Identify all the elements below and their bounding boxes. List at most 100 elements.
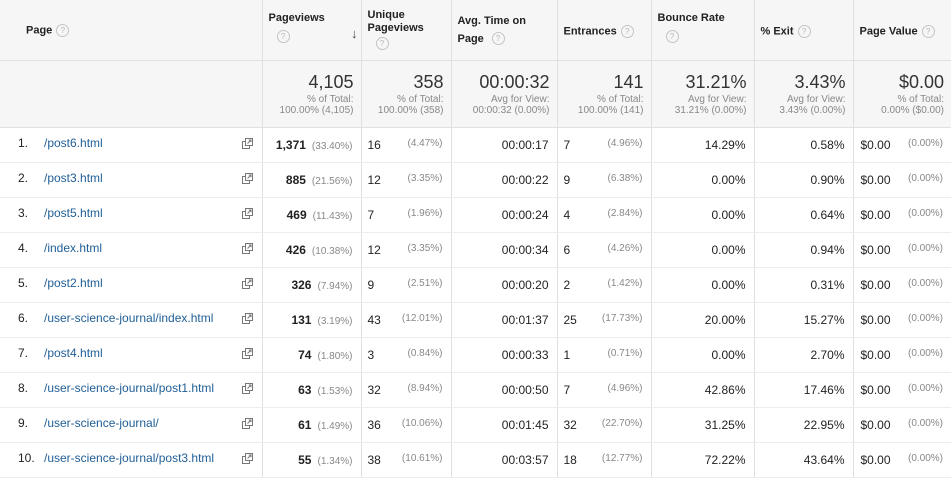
table-row: 9. /user-science-journal/ 61 (1.49%) 36 (10…	[0, 407, 951, 443]
help-icon[interactable]: ?	[620, 25, 634, 38]
entrances-cell: 4 (2.84%)	[557, 197, 652, 233]
page-cell: 9. /user-science-journal/	[0, 407, 263, 443]
page-link[interactable]: /user-science-journal/post3.html	[44, 451, 215, 465]
open-in-new-window-icon[interactable]	[241, 453, 254, 468]
entrances-value: 4	[563, 207, 571, 222]
entrances-value: 7	[563, 382, 571, 397]
page-value: $0.00	[860, 137, 891, 152]
exit-cell: 22.95%	[754, 407, 854, 443]
totals-sub-value: 3.43% (0.00%)	[779, 104, 846, 116]
totals-page-cell	[0, 60, 263, 128]
exit-cell: 0.64%	[754, 197, 854, 233]
page-link[interactable]: /user-science-journal/	[44, 416, 159, 430]
pageviews-pct: (1.34%)	[317, 455, 353, 467]
col-header-pageviews[interactable]: Pageviews ? ↓	[262, 0, 362, 61]
help-icon[interactable]: ?	[56, 24, 70, 37]
page-cell: 5. /post2.html	[0, 267, 263, 303]
page-value: $0.00	[860, 347, 891, 362]
page-link[interactable]: /post4.html	[44, 346, 103, 360]
avg-time-cell: 00:00:34	[451, 232, 558, 268]
help-icon[interactable]: ?	[921, 25, 935, 38]
page-link[interactable]: /post3.html	[44, 171, 103, 185]
page-cell: 3. /post5.html	[0, 197, 263, 233]
page-link[interactable]: /post5.html	[44, 206, 103, 220]
help-icon[interactable]: ?	[491, 32, 505, 45]
page-value-pct: (0.00%)	[907, 172, 943, 184]
help-icon[interactable]: ?	[665, 30, 679, 43]
bounce-rate-cell: 0.00%	[651, 337, 755, 373]
avg-time-cell: 00:00:33	[451, 337, 558, 373]
col-header-bounce-rate[interactable]: Bounce Rate ?	[651, 0, 755, 61]
avg-time-cell: 00:00:50	[451, 372, 558, 408]
totals-sub-value: 0.00% ($0.00)	[881, 104, 944, 116]
pageviews-pct: (10.38%)	[311, 245, 353, 257]
col-header-avg-time[interactable]: Avg. Time on Page ?	[451, 0, 558, 61]
totals-sub-label: % of Total:	[396, 93, 444, 105]
totals-value: 141	[613, 71, 644, 92]
open-in-new-window-icon[interactable]	[241, 418, 254, 433]
page-link[interactable]: /user-science-journal/index.html	[44, 311, 214, 325]
open-in-new-window-icon[interactable]	[241, 173, 254, 188]
col-header-exit[interactable]: % Exit?	[754, 0, 854, 61]
totals-page-value: $0.00 % of Total: 0.00% ($0.00)	[853, 60, 951, 128]
totals-value: $0.00	[898, 71, 944, 92]
page-link[interactable]: /user-science-journal/post1.html	[44, 381, 215, 395]
totals-value: 4,105	[308, 71, 354, 92]
open-in-new-window-icon[interactable]	[241, 243, 254, 258]
unique-pageviews-value: 9	[367, 277, 375, 292]
pageviews-cell: 1,371 (33.40%)	[262, 127, 362, 163]
unique-pageviews-cell: 3 (0.84%)	[361, 337, 452, 373]
pageviews-cell: 326 (7.94%)	[262, 267, 362, 303]
totals-sub-value: 31.21% (0.00%)	[674, 104, 747, 116]
open-in-new-window-icon[interactable]	[241, 348, 254, 363]
pageviews-value: 131	[291, 312, 312, 327]
entrances-cell: 6 (4.26%)	[557, 232, 652, 268]
unique-pageviews-cell: 32 (8.94%)	[361, 372, 452, 408]
page-link[interactable]: /post6.html	[44, 136, 103, 150]
entrances-cell: 25 (17.73%)	[557, 302, 652, 338]
exit-cell: 0.90%	[754, 162, 854, 198]
entrances-value: 1	[563, 347, 571, 362]
unique-pageviews-cell: 7 (1.96%)	[361, 197, 452, 233]
page-value: $0.00	[860, 172, 891, 187]
col-header-bounce-label: Bounce Rate	[657, 12, 725, 24]
col-header-entrances[interactable]: Entrances?	[557, 0, 652, 61]
page-value-cell: $0.00 (0.00%)	[853, 232, 951, 268]
col-header-avg-time-label: Avg. Time on Page	[457, 15, 526, 45]
unique-pageviews-value: 36	[367, 417, 381, 432]
col-header-page[interactable]: Page?	[0, 0, 263, 61]
unique-pageviews-pct: (3.35%)	[407, 172, 443, 184]
sort-descending-arrow-icon[interactable]: ↓	[351, 26, 358, 41]
page-link[interactable]: /index.html	[44, 241, 103, 255]
table-row: 3. /post5.html 469 (11.43%) 7 (1.96%) 00:00…	[0, 197, 951, 233]
totals-sub-value: 100.00% (141)	[577, 104, 644, 116]
open-in-new-window-icon[interactable]	[241, 208, 254, 223]
totals-sub-label: Avg for View:	[687, 93, 747, 105]
row-number: 5.	[18, 276, 29, 290]
unique-pageviews-cell: 43 (12.01%)	[361, 302, 452, 338]
page-value-cell: $0.00 (0.00%)	[853, 302, 951, 338]
totals-sub-label: % of Total:	[596, 93, 644, 105]
pageviews-cell: 426 (10.38%)	[262, 232, 362, 268]
page-link[interactable]: /post2.html	[44, 276, 103, 290]
entrances-pct: (2.84%)	[607, 207, 643, 219]
open-in-new-window-icon[interactable]	[241, 383, 254, 398]
unique-pageviews-cell: 38 (10.61%)	[361, 442, 452, 478]
pageviews-pct: (33.40%)	[311, 140, 353, 152]
col-header-page-label: Page	[26, 24, 53, 37]
open-in-new-window-icon[interactable]	[241, 313, 254, 328]
col-header-page-value[interactable]: Page Value?	[853, 0, 951, 61]
exit-cell: 43.64%	[754, 442, 854, 478]
help-icon[interactable]: ?	[276, 30, 290, 43]
help-icon[interactable]: ?	[797, 25, 811, 38]
bounce-rate-cell: 20.00%	[651, 302, 755, 338]
page-value-pct: (0.00%)	[907, 347, 943, 359]
help-icon[interactable]: ?	[375, 37, 389, 50]
open-in-new-window-icon[interactable]	[241, 138, 254, 153]
unique-pageviews-pct: (2.51%)	[407, 277, 443, 289]
unique-pageviews-value: 32	[367, 382, 381, 397]
unique-pageviews-value: 3	[367, 347, 375, 362]
open-in-new-window-icon[interactable]	[241, 278, 254, 293]
col-header-unique-pageviews[interactable]: Unique Pageviews ?	[361, 0, 452, 61]
